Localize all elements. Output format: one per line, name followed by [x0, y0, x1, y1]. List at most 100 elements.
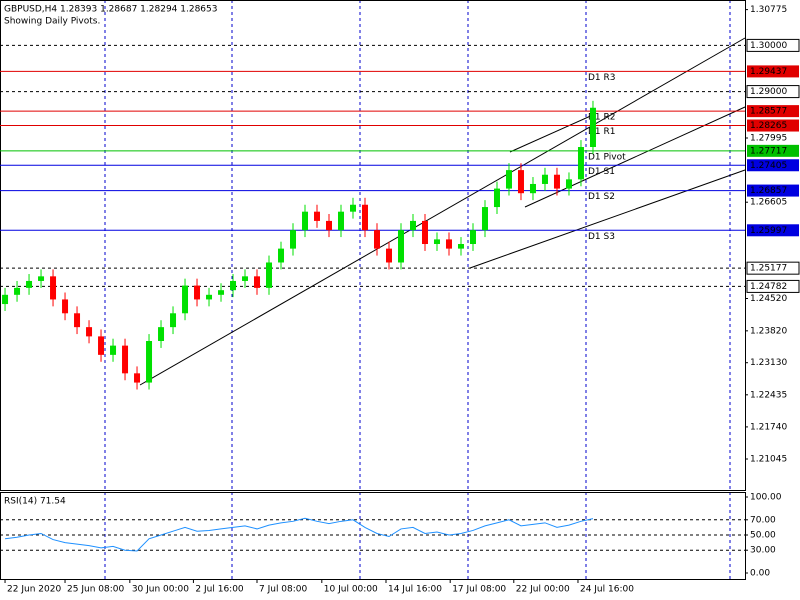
candle-body — [2, 294, 9, 305]
y-tick-label: 1.26605 — [750, 198, 787, 208]
candle-body — [373, 230, 380, 249]
pivot-name: D1 R2 — [588, 113, 616, 123]
pivot-label: 1.27717 — [750, 146, 787, 156]
candle-body — [517, 170, 524, 194]
candle-body — [26, 280, 33, 288]
candle-body — [86, 327, 93, 337]
pivot-label: 1.28265 — [750, 121, 787, 131]
candle-body — [206, 294, 213, 300]
candle-body — [254, 276, 261, 288]
candle-body — [577, 147, 584, 180]
candle-body — [457, 244, 464, 249]
pivot-name: D1 R3 — [588, 73, 616, 83]
x-tick-label: 7 Jul 08:00 — [259, 585, 308, 595]
y-tick-label: 50.00 — [750, 531, 776, 541]
rsi-title: RSI(14) 71.54 — [4, 497, 66, 507]
pivot-box — [747, 144, 799, 157]
candle-body — [14, 287, 21, 295]
candle-body — [541, 174, 548, 184]
pivot-name: D1 Pivot — [588, 152, 626, 162]
candle-body — [98, 336, 105, 355]
candle-body — [62, 299, 69, 314]
pivot-name: D1 S1 — [588, 167, 615, 177]
candle-body — [481, 207, 488, 231]
pivot-box — [747, 159, 799, 172]
candle-body — [230, 280, 237, 291]
candle-body — [529, 183, 536, 194]
candle-body — [565, 179, 572, 189]
candle-body — [314, 211, 321, 221]
candle-body — [146, 341, 153, 383]
x-tick-label: 14 Jul 16:00 — [388, 585, 442, 595]
x-tick-label: 30 Jun 00:00 — [132, 585, 189, 595]
candle-body — [553, 174, 560, 189]
y-tick-label: 1.23130 — [750, 358, 787, 368]
main-frame — [0, 0, 746, 491]
candle-body — [194, 285, 201, 300]
pivot-box — [747, 105, 799, 118]
pivot-name: D1 R1 — [588, 127, 616, 137]
candle-body — [338, 211, 345, 231]
y-tick-label: 1.30775 — [750, 5, 787, 15]
level-box — [746, 85, 800, 99]
y-tick-label: 0.00 — [750, 569, 770, 579]
pivot-box — [747, 119, 799, 132]
candle-body — [326, 220, 333, 231]
pivot-box — [747, 224, 799, 237]
pivot-label: 1.25997 — [750, 226, 787, 236]
level-box — [746, 279, 800, 293]
y-tick-label: 1.21045 — [750, 455, 787, 465]
x-tick-label: 17 Jul 08:00 — [452, 585, 506, 595]
level-box — [746, 261, 800, 275]
x-tick-label: 24 Jul 16:00 — [580, 585, 634, 595]
level-label: 1.25177 — [750, 264, 787, 274]
x-tick-label: 10 Jul 00:00 — [324, 585, 378, 595]
candle-body — [170, 313, 177, 328]
candle-body — [362, 204, 369, 231]
candle-body — [134, 373, 141, 383]
level-label: 1.29000 — [750, 87, 787, 97]
candle-body — [278, 248, 285, 263]
rsi-line — [4, 517, 594, 552]
candle-body — [122, 345, 129, 374]
y-tick-label: 1.23820 — [750, 326, 787, 336]
chart-title: GBPUSD,H4 1.28393 1.28687 1.28294 1.2865… — [4, 5, 217, 15]
x-tick-label: 22 Jul 00:00 — [516, 585, 570, 595]
candle-body — [50, 276, 57, 300]
candle-body — [242, 276, 249, 281]
x-tick-label: 25 Jun 08:00 — [67, 585, 124, 595]
pivot-label: 1.27405 — [750, 161, 787, 171]
y-tick-label: 30.00 — [750, 546, 776, 556]
candle-body — [218, 290, 225, 295]
pivot-box — [747, 184, 799, 197]
pivot-name: D1 S3 — [588, 232, 615, 242]
candle-body — [421, 220, 428, 245]
candle-body — [409, 220, 416, 231]
candle-body — [385, 248, 392, 263]
candle-body — [290, 230, 297, 249]
pivot-box — [747, 65, 799, 78]
pivot-label: 1.26857 — [750, 186, 787, 196]
candle-body — [397, 230, 404, 263]
pivot-label: 1.28577 — [750, 107, 787, 117]
y-tick-label: 1.22435 — [750, 390, 787, 400]
candle-body — [589, 107, 596, 148]
chart-subtitle: Showing Daily Pivots. — [4, 17, 100, 27]
candle-body — [469, 230, 476, 245]
candle-body — [445, 239, 452, 249]
candle-body — [74, 313, 81, 328]
x-tick-label: 22 Jun 2020 — [7, 585, 61, 595]
y-tick-label: 1.24520 — [750, 294, 787, 304]
y-tick-label: 1.27995 — [750, 134, 787, 144]
candle-body — [493, 188, 500, 208]
candle-body — [302, 211, 309, 231]
y-tick-label: 100.00 — [750, 493, 782, 503]
candle-body — [433, 239, 440, 245]
pivot-label: 1.29437 — [750, 67, 787, 77]
candle-body — [266, 262, 273, 288]
candle-body — [182, 285, 189, 314]
candle-body — [38, 276, 45, 281]
rsi-frame — [0, 492, 746, 580]
